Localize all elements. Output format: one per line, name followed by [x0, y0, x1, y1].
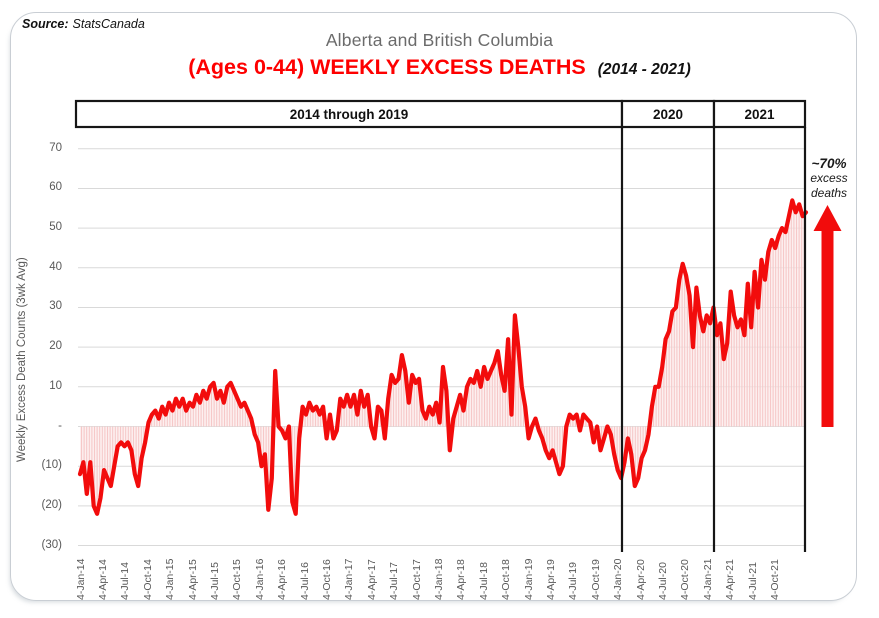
y-tick-label: 10	[49, 380, 62, 392]
x-tick-label: 4-Apr-16	[276, 559, 289, 600]
band-label-2020: 2020	[652, 107, 684, 122]
x-tick-label: 4-Jul-15	[208, 562, 221, 600]
y-tick-label: (30)	[41, 539, 62, 551]
annotation-70pct: ~70% excess deaths	[800, 156, 858, 201]
band-cell-2014-2019	[74, 99, 624, 129]
source-label: Source:	[22, 17, 69, 31]
y-tick-label: (10)	[41, 459, 62, 471]
x-tick-label: 4-Jul-18	[477, 562, 490, 600]
chart-subtitle: Alberta and British Columbia	[325, 30, 554, 50]
x-tick-label: 4-Jul-19	[567, 562, 580, 600]
annotation-line3: deaths	[810, 186, 848, 200]
x-tick-label: 4-Oct-21	[768, 559, 781, 600]
chart-title-main: (Ages 0-44) WEEKLY EXCESS DEATHS	[188, 55, 586, 79]
x-tick-label: 4-Oct-15	[231, 559, 244, 600]
x-tick-label: 4-Apr-21	[724, 559, 737, 600]
x-tick-label: 4-Jul-17	[388, 562, 401, 600]
x-tick-label: 4-Apr-20	[634, 559, 647, 600]
annotation-headline: ~70%	[811, 156, 847, 171]
chart-title: (Ages 0-44) WEEKLY EXCESS DEATHS (2014 - …	[0, 55, 879, 80]
band-label-2014-2019: 2014 through 2019	[289, 107, 409, 122]
x-tick-label: 4-Apr-15	[186, 559, 199, 600]
source-note: Source: StatsCanada	[22, 17, 145, 31]
x-tick-label: 4-Oct-16	[320, 559, 333, 600]
x-tick-label: 4-Jul-14	[119, 562, 132, 600]
y-tick-label: 40	[49, 261, 62, 273]
x-tick-label: 4-Jan-16	[253, 558, 266, 600]
x-tick-label: 4-Oct-18	[500, 559, 513, 600]
x-tick-label: 4-Jan-17	[343, 558, 356, 600]
x-tick-label: 4-Jul-16	[298, 562, 311, 600]
x-tick-label: 4-Oct-17	[410, 559, 423, 600]
band-label-2021: 2021	[744, 107, 775, 122]
x-tick-label: 4-Jan-20	[612, 558, 625, 600]
y-tick-label: 20	[49, 340, 62, 352]
source-value: StatsCanada	[72, 17, 145, 31]
x-tick-label: 4-Oct-14	[141, 559, 154, 600]
y-tick-label: 50	[49, 221, 62, 233]
annotation-line2: excess	[810, 171, 848, 185]
chart-title-years: (2014 - 2021)	[597, 61, 691, 78]
x-tick-label: 4-Oct-20	[679, 559, 692, 600]
y-tick-label: -	[58, 420, 62, 432]
x-tick-label: 4-Jan-19	[522, 558, 535, 600]
x-tick-label: 4-Jan-21	[701, 558, 714, 600]
x-tick-label: 4-Jul-20	[656, 562, 669, 600]
x-tick-label: 4-Jan-15	[164, 558, 177, 600]
y-tick-label: 60	[49, 181, 62, 193]
x-tick-label: 4-Jan-18	[432, 558, 445, 600]
x-tick-label: 4-Apr-18	[455, 559, 468, 600]
x-tick-label: 4-Apr-14	[96, 559, 109, 600]
card-border	[10, 12, 857, 601]
x-tick-label: 4-Jan-14	[74, 558, 87, 600]
y-tick-label: 30	[49, 300, 62, 312]
y-axis-title: Weekly Excess Death Counts (3wk Avg)	[16, 257, 28, 462]
excess-area-fill	[80, 200, 806, 514]
increase-arrow-icon	[813, 205, 842, 427]
x-tick-label: 4-Jul-21	[746, 562, 759, 600]
y-tick-label: (20)	[41, 499, 62, 511]
x-tick-label: 4-Apr-17	[365, 559, 378, 600]
band-cell-2021	[712, 99, 807, 129]
x-tick-label: 4-Oct-19	[589, 559, 602, 600]
excess-deaths-line	[77, 198, 809, 516]
x-tick-label: 4-Apr-19	[544, 559, 557, 600]
y-tick-label: 70	[49, 142, 62, 154]
